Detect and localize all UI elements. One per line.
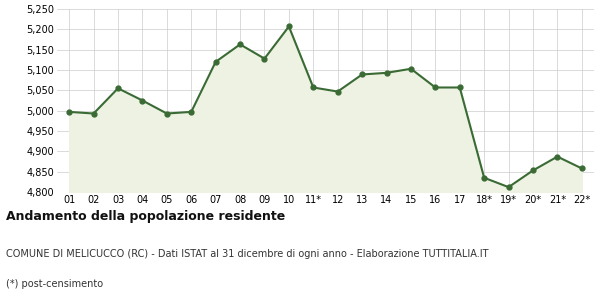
Text: COMUNE DI MELICUCCO (RC) - Dati ISTAT al 31 dicembre di ogni anno - Elaborazione: COMUNE DI MELICUCCO (RC) - Dati ISTAT al… <box>6 249 488 259</box>
Text: Andamento della popolazione residente: Andamento della popolazione residente <box>6 210 285 223</box>
Text: (*) post-censimento: (*) post-censimento <box>6 279 103 289</box>
